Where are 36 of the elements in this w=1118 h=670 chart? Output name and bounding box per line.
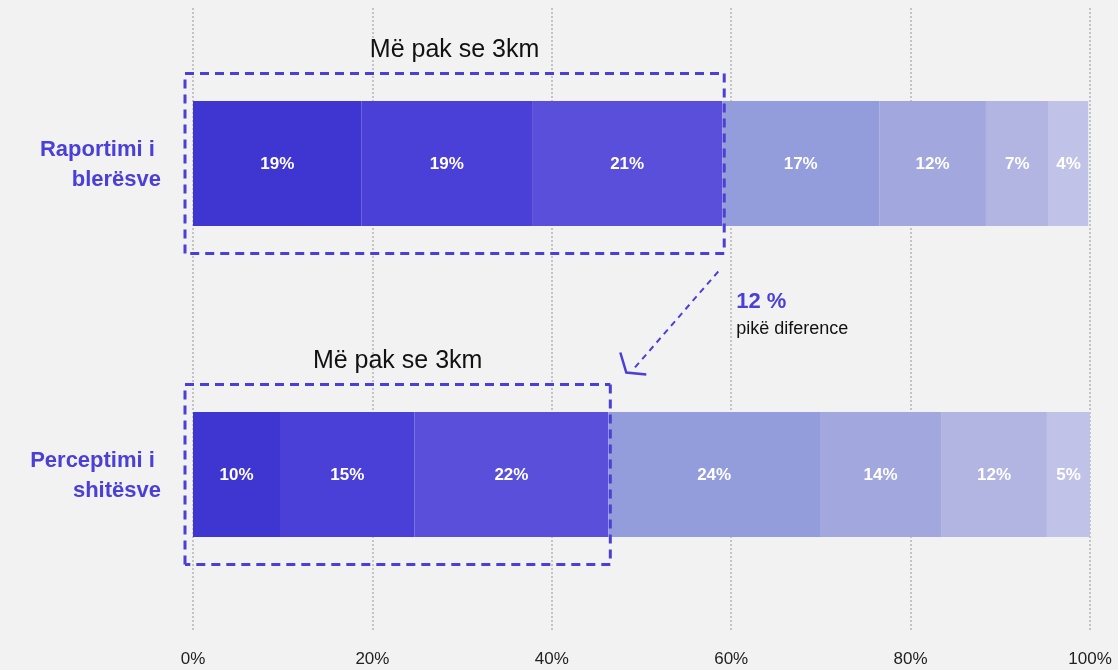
y-tick-label: Raportimi i blerësve [39,136,161,191]
bar [1046,412,1090,537]
bar [985,101,1049,226]
bar [722,101,880,226]
x-tick-label: 100% [1068,649,1112,668]
data-label: 10% [219,465,254,484]
bar [608,412,820,537]
bar [879,101,986,226]
annotation: Më pak se 3km [311,344,484,374]
data-label: 24% [697,465,732,484]
annotation: Më pak se 3km [368,33,541,63]
data-label: 4% [1056,154,1081,173]
data-label: 7% [1005,154,1030,173]
bar [941,412,1047,537]
bar [414,412,609,537]
x-tick-label: 0% [180,649,206,668]
data-label: 5% [1056,465,1081,484]
x-tick-label: 60% [714,649,749,668]
x-tick-label: 80% [893,649,928,668]
data-label: 14% [863,465,898,484]
data-label: 22% [494,465,529,484]
data-label: 21% [610,154,645,173]
data-label: 19% [429,154,464,173]
annotation: 12 % [736,287,788,314]
annotation: pikë diference [736,317,849,339]
bar [1048,101,1089,226]
y-tick-label: Perceptimi i shitësve [30,447,161,502]
data-label: 15% [330,465,365,484]
bar [532,101,723,226]
x-tick-label: 20% [355,649,390,668]
data-label: 12% [977,465,1012,484]
data-label: 12% [915,154,950,173]
x-tick-label: 40% [534,649,569,668]
data-label: 17% [783,154,818,173]
bar [820,412,942,537]
data-label: 19% [260,154,295,173]
